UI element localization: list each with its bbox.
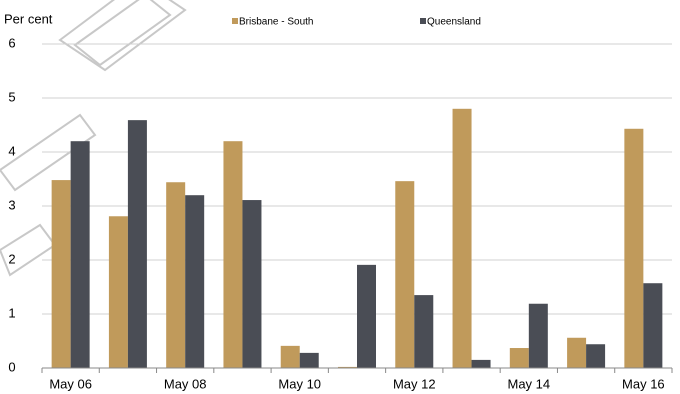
x-tick-label: May 14 bbox=[507, 376, 550, 391]
watermark-shape bbox=[73, 0, 172, 67]
legend-swatch bbox=[420, 18, 426, 24]
y-tick-label: 5 bbox=[8, 89, 15, 104]
bar bbox=[185, 195, 205, 368]
y-tick-label: 3 bbox=[8, 197, 15, 212]
bar bbox=[108, 216, 128, 368]
bar bbox=[338, 366, 357, 368]
bar bbox=[528, 303, 548, 368]
bar bbox=[643, 283, 663, 368]
y-axis-label: Per cent bbox=[4, 11, 53, 26]
watermark-shape bbox=[0, 113, 97, 192]
bar bbox=[452, 108, 472, 369]
legend-text: Brisbane - South bbox=[239, 17, 314, 28]
legend-swatch bbox=[232, 18, 238, 24]
y-tick-label: 6 bbox=[8, 35, 15, 50]
bar bbox=[51, 180, 71, 368]
watermark bbox=[0, 0, 187, 277]
bar bbox=[624, 128, 644, 368]
x-tick-label: May 06 bbox=[49, 376, 92, 391]
y-tick-label: 4 bbox=[8, 143, 15, 158]
bar bbox=[127, 120, 147, 368]
x-tick-label: May 10 bbox=[278, 376, 321, 391]
bar bbox=[414, 295, 434, 368]
watermark-shape bbox=[58, 0, 187, 72]
y-tick-label: 1 bbox=[8, 305, 15, 320]
bar bbox=[223, 141, 243, 368]
bar bbox=[357, 264, 376, 368]
x-tick-label: May 08 bbox=[164, 376, 207, 391]
bar bbox=[70, 141, 90, 368]
bar bbox=[509, 348, 529, 368]
bar bbox=[471, 359, 491, 368]
x-tick-label: May 12 bbox=[393, 376, 436, 391]
bar bbox=[586, 344, 606, 368]
bar bbox=[166, 182, 186, 368]
y-tick-label: 2 bbox=[8, 251, 15, 266]
bar bbox=[280, 345, 300, 368]
bar bbox=[299, 352, 319, 368]
bar bbox=[567, 337, 587, 368]
y-tick-label: 0 bbox=[8, 359, 15, 374]
x-tick-label: May 16 bbox=[622, 376, 665, 391]
legend-text: Queensland bbox=[427, 17, 481, 28]
watermark-shape bbox=[0, 223, 57, 277]
bar bbox=[395, 181, 415, 368]
bar bbox=[242, 200, 262, 368]
